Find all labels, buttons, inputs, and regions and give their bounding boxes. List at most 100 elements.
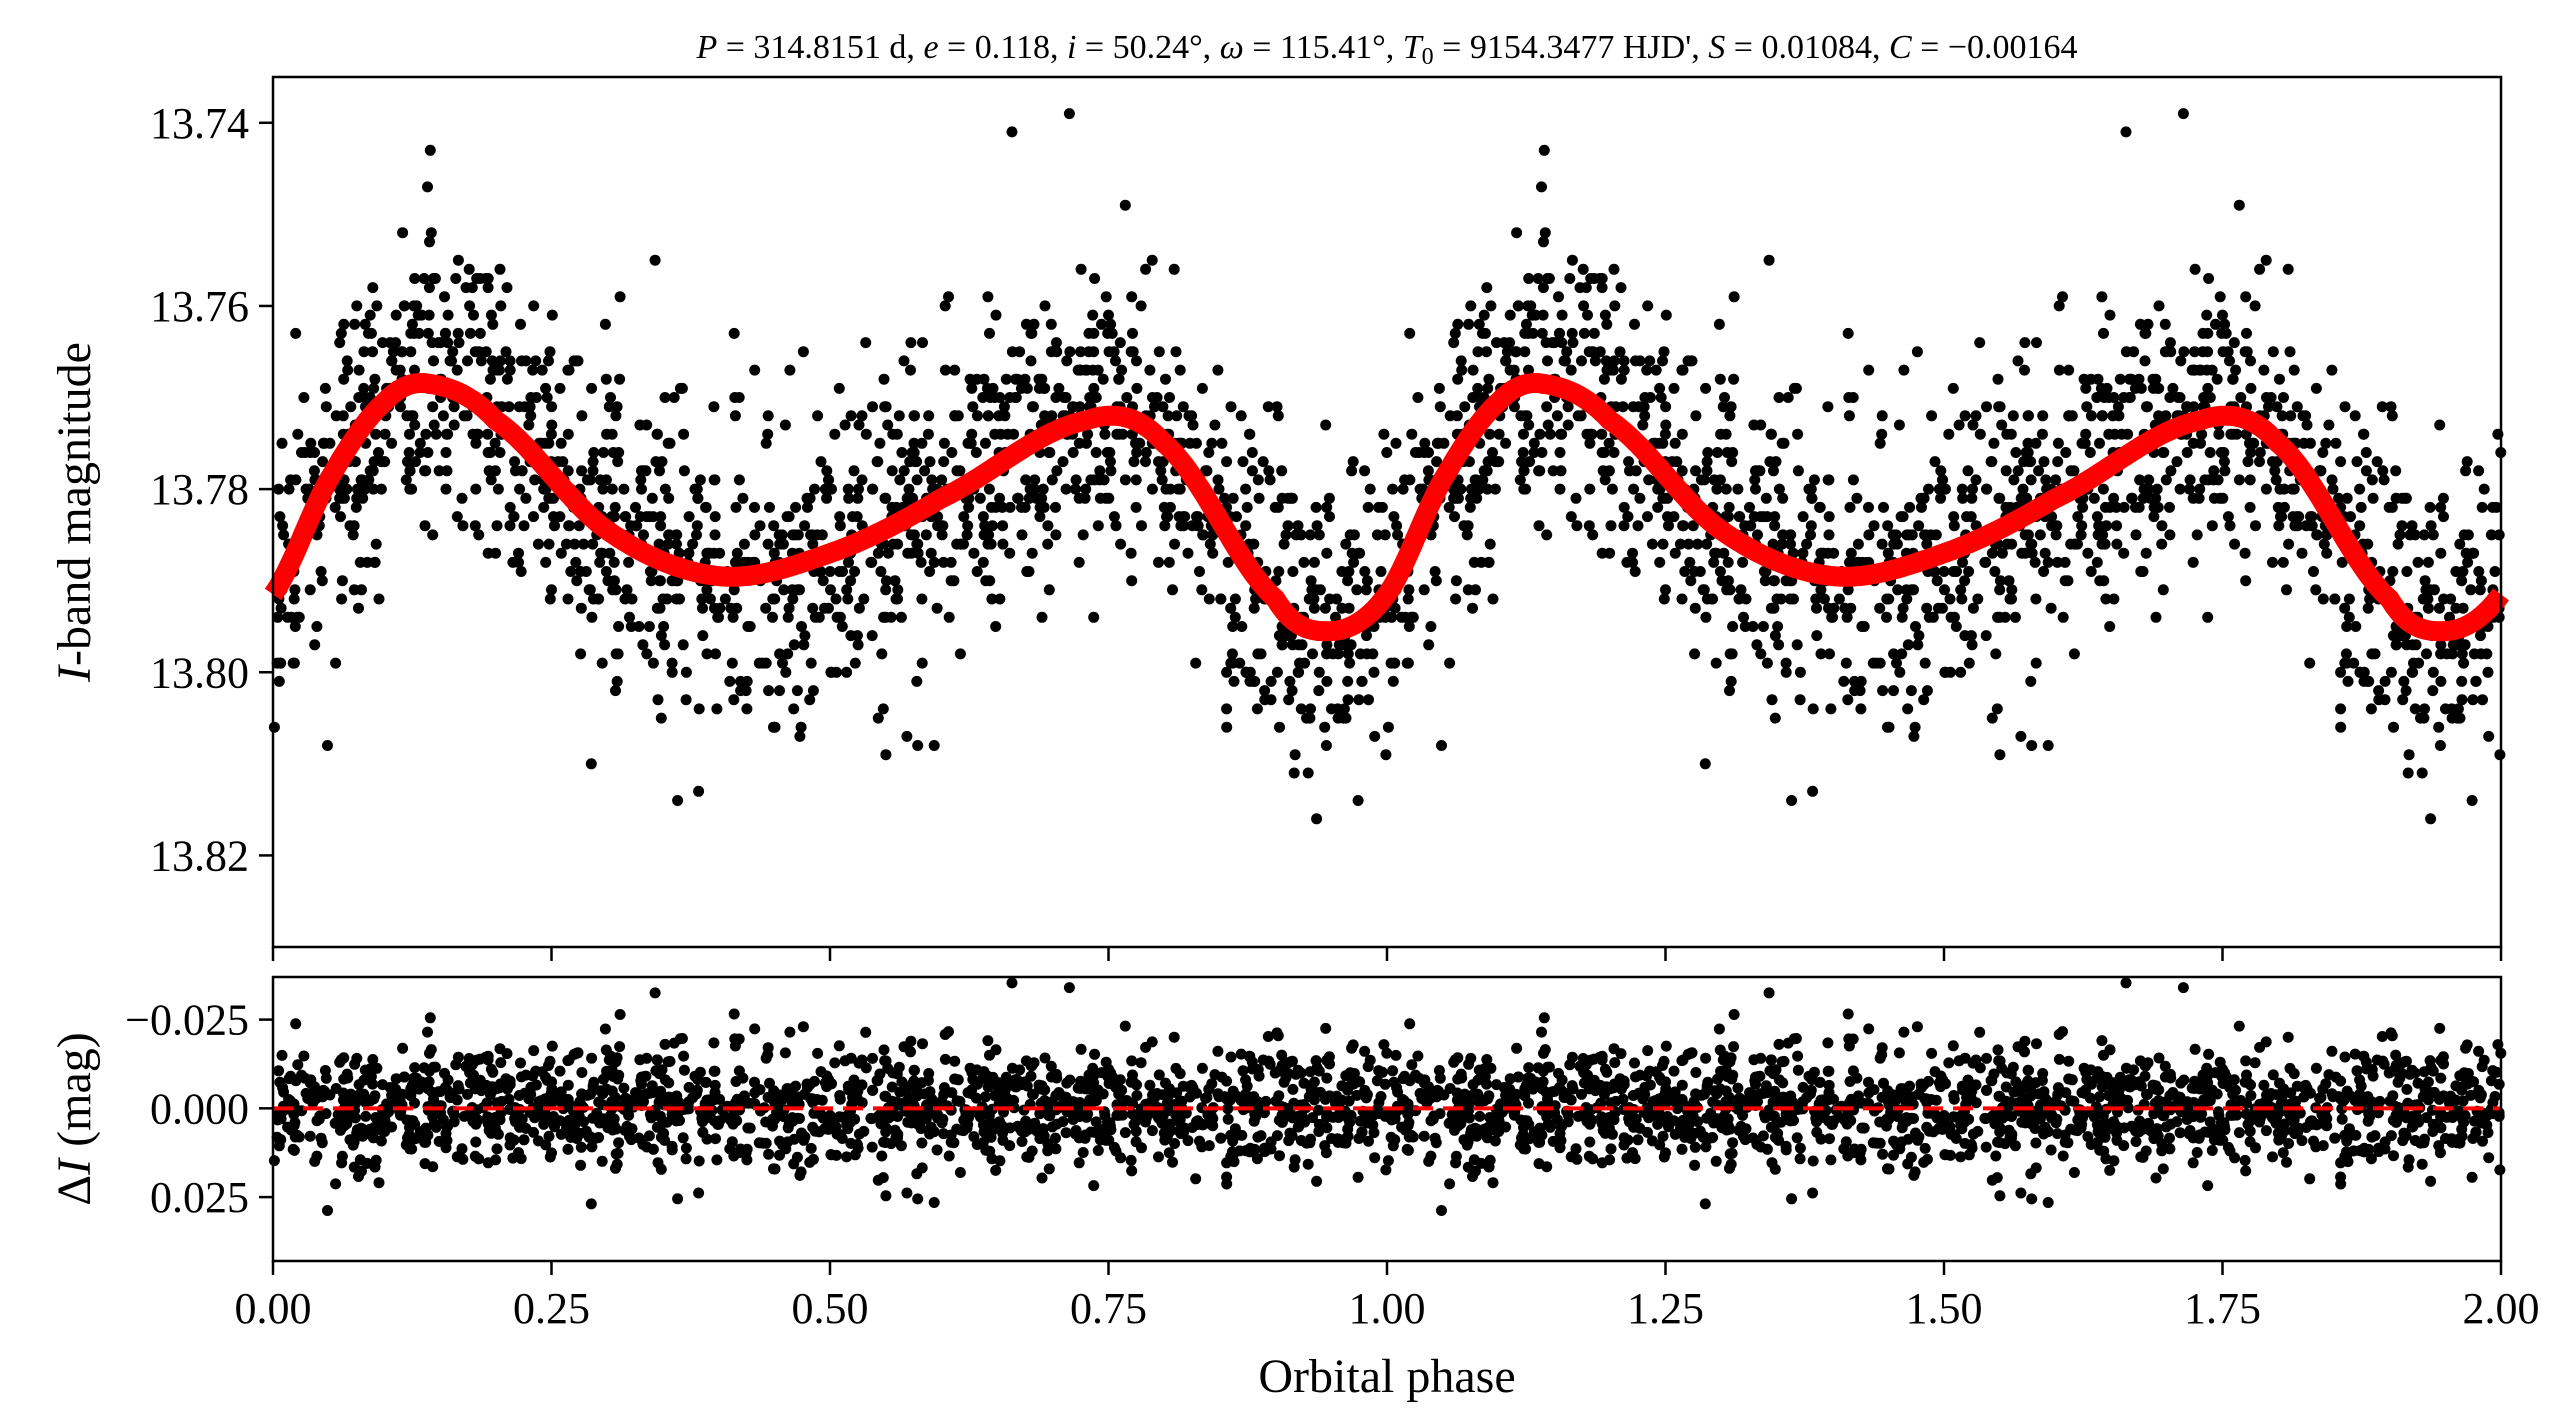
data-point xyxy=(1203,447,1215,458)
data-point xyxy=(1206,437,1218,449)
residual-point xyxy=(2341,1085,2353,1097)
data-point xyxy=(610,410,622,422)
data-point xyxy=(1658,346,1670,358)
data-point xyxy=(1888,648,1900,660)
data-point xyxy=(1500,355,1512,367)
data-point xyxy=(1000,373,1012,385)
residual-point xyxy=(1511,1042,1523,1054)
data-point xyxy=(2107,410,2119,422)
residual-point xyxy=(1576,1088,1587,1100)
residual-point xyxy=(1378,1039,1390,1051)
data-point xyxy=(329,501,341,513)
data-point xyxy=(1423,639,1435,651)
residual-point xyxy=(1657,1130,1669,1142)
data-point xyxy=(2366,474,2378,486)
data-point xyxy=(2397,694,2409,706)
data-point xyxy=(1459,401,1471,413)
data-point xyxy=(358,382,370,394)
data-point xyxy=(470,437,482,449)
residual-point xyxy=(1319,1140,1331,1152)
residual-point xyxy=(2249,1057,2261,1069)
data-point xyxy=(1553,291,1564,303)
data-point xyxy=(1362,501,1374,513)
residual-point xyxy=(2107,1084,2119,1096)
residual-point xyxy=(1792,1064,1804,1076)
data-point xyxy=(1981,483,1992,495)
data-point xyxy=(2260,254,2272,266)
data-point xyxy=(1599,474,1611,486)
data-point xyxy=(273,483,285,495)
data-point xyxy=(272,611,284,623)
data-point xyxy=(749,529,761,541)
residual-point xyxy=(2401,1083,2413,1095)
data-point xyxy=(919,465,931,477)
data-point xyxy=(924,566,936,577)
data-point xyxy=(441,428,453,440)
data-point xyxy=(409,419,421,431)
data-point xyxy=(1099,428,1111,440)
data-point xyxy=(845,630,857,642)
data-point xyxy=(2300,410,2312,422)
data-point xyxy=(428,355,439,367)
data-point xyxy=(777,657,788,669)
data-point xyxy=(1814,501,1826,513)
residual-point xyxy=(2240,1165,2252,1177)
data-point xyxy=(656,456,668,468)
data-point xyxy=(1371,529,1383,541)
data-point xyxy=(2378,474,2390,486)
data-point xyxy=(1516,456,1527,468)
residual-point xyxy=(1174,1068,1186,1080)
data-point xyxy=(853,602,865,614)
data-point xyxy=(315,566,327,577)
data-point xyxy=(1443,501,1455,513)
data-point xyxy=(1512,300,1524,312)
data-point xyxy=(2216,327,2228,339)
data-point xyxy=(1823,474,1835,486)
data-point xyxy=(834,520,846,532)
data-point xyxy=(1923,483,1934,495)
data-point xyxy=(1912,639,1924,651)
residual-point xyxy=(1632,1134,1644,1146)
data-point xyxy=(1654,556,1666,568)
data-point xyxy=(2010,447,2022,458)
residual-point xyxy=(2349,1048,2361,1060)
data-point xyxy=(1108,346,1120,358)
data-point xyxy=(1554,447,1566,458)
data-point xyxy=(630,501,641,513)
data-point xyxy=(649,254,661,266)
data-point xyxy=(2120,126,2132,138)
data-point xyxy=(474,327,486,339)
data-point xyxy=(614,291,626,303)
data-point xyxy=(467,428,479,440)
data-point xyxy=(2360,447,2372,458)
data-point xyxy=(1528,437,1540,449)
data-point xyxy=(2389,630,2401,642)
data-point xyxy=(2349,410,2361,422)
data-point xyxy=(928,556,940,568)
data-point xyxy=(2005,428,2017,440)
data-point xyxy=(990,621,1002,632)
residual-point xyxy=(610,1162,621,1174)
residual-point xyxy=(398,1071,410,1083)
data-point xyxy=(1518,465,1530,477)
data-point xyxy=(1186,410,1198,422)
data-point xyxy=(1992,373,2004,385)
data-point xyxy=(1088,611,1100,623)
residual-point xyxy=(276,1049,288,1061)
data-point xyxy=(984,575,996,587)
data-point xyxy=(528,300,540,312)
data-point xyxy=(418,273,430,284)
data-point xyxy=(1159,520,1171,532)
data-point xyxy=(1722,556,1734,568)
data-point xyxy=(358,346,370,358)
data-point xyxy=(1302,767,1314,779)
residual-point xyxy=(2051,1113,2063,1125)
data-point xyxy=(1168,263,1180,275)
data-point xyxy=(1209,419,1221,431)
data-point xyxy=(1360,584,1372,596)
data-point xyxy=(2341,492,2353,504)
data-point xyxy=(1504,364,1516,376)
data-point xyxy=(842,593,854,605)
data-point xyxy=(2000,465,2012,477)
data-point xyxy=(405,327,417,339)
